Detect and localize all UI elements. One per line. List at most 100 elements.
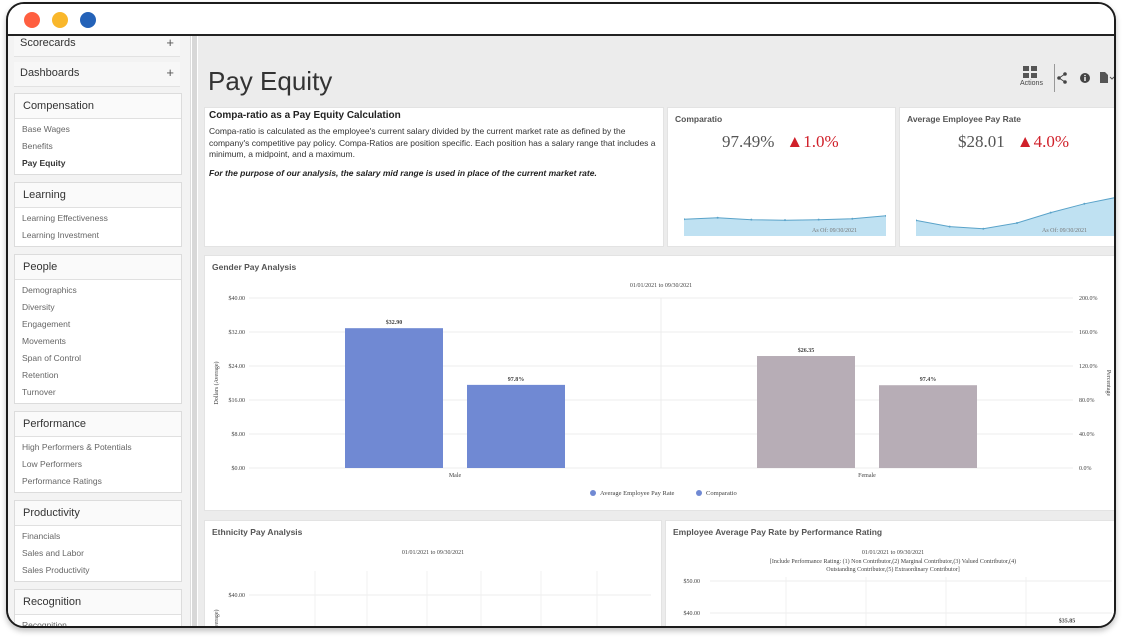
bar-comparatio xyxy=(879,385,977,468)
avg-pay-sparkline xyxy=(916,197,1114,236)
y-tick-label: $40.00 xyxy=(229,592,246,599)
sidebar-section-title: People xyxy=(23,261,58,273)
y2-tick-label: 40.0% xyxy=(1079,432,1095,438)
sidebar-item-performance-ratings[interactable]: Performance Ratings xyxy=(22,476,102,486)
sidebar-item-engagement[interactable]: Engagement xyxy=(22,319,71,329)
bar-pay-rate xyxy=(757,356,855,468)
kpi-title: Average Employee Pay Rate xyxy=(907,114,1022,124)
bar-data-label: $35.85 xyxy=(1059,617,1076,624)
sidebar-item-learning-effectiveness[interactable]: Learning Effectiveness xyxy=(22,213,108,223)
ethnicity-pay-chart: 01/01/2021 to 09/30/2021$30.00$40.00Doll… xyxy=(213,550,651,626)
legend-label: Average Employee Pay Rate xyxy=(600,490,675,497)
sidebar-item-low-performers[interactable]: Low Performers xyxy=(22,459,82,469)
bar-data-label: $26.35 xyxy=(798,347,815,354)
sparkline-point xyxy=(750,218,753,221)
chart-subtitle: 01/01/2021 to 09/30/2021 xyxy=(402,550,464,556)
sidebar-section-header[interactable]: Performance xyxy=(15,412,181,437)
bar-data-label: $32.90 xyxy=(386,319,403,326)
sidebar-section-title: Performance xyxy=(23,418,86,430)
sidebar-item-sales-and-labor[interactable]: Sales and Labor xyxy=(22,548,84,558)
sidebar-item-high-performers-potentials[interactable]: High Performers & Potentials xyxy=(22,442,132,452)
chart-title: Employee Average Pay Rate by Performance… xyxy=(673,527,883,537)
bar-data-label: 97.8% xyxy=(508,377,525,383)
sidebar-item-label: Scorecards xyxy=(20,37,76,49)
y-axis-label: Dollars (Average) xyxy=(213,609,220,626)
sidebar-scrollbar[interactable] xyxy=(192,36,197,626)
y-axis-label: Dollars (Average) xyxy=(213,361,220,404)
sidebar-item-sales-productivity[interactable]: Sales Productivity xyxy=(22,565,90,575)
chart-subtitle: 01/01/2021 to 09/30/2021 xyxy=(630,283,692,289)
intro-card: Compa-ratio as a Pay Equity Calculation … xyxy=(204,107,664,247)
sidebar-section-title: Productivity xyxy=(23,507,80,519)
y-tick-label: $24.00 xyxy=(229,363,246,370)
sparkline-point xyxy=(916,219,917,222)
y2-tick-label: 0.0% xyxy=(1079,466,1092,472)
intro-body: Compa-ratio is calculated as the employe… xyxy=(209,126,656,159)
zoom-window-button[interactable] xyxy=(80,12,96,28)
x-tick-label: Female xyxy=(858,473,876,479)
sidebar-item-movements[interactable]: Movements xyxy=(22,336,66,346)
sidebar-section-header[interactable]: Productivity xyxy=(15,501,181,526)
share-icon[interactable] xyxy=(1056,72,1068,84)
ethnicity-pay-chart-card: Ethnicity Pay Analysis 01/01/2021 to 09/… xyxy=(204,520,662,626)
chart-filter-text: [Include Performance Rating: (1) Non Con… xyxy=(770,558,1016,565)
performance-pay-chart-card: Employee Average Pay Rate by Performance… xyxy=(665,520,1114,626)
chart-subtitle: 01/01/2021 to 09/30/2021 xyxy=(862,550,924,556)
chart-title: Ethnicity Pay Analysis xyxy=(212,527,303,537)
chart-title: Gender Pay Analysis xyxy=(212,262,297,272)
sidebar-item-recognition[interactable]: Recognition xyxy=(22,620,67,626)
y2-tick-label: 80.0% xyxy=(1079,398,1095,404)
sidebar-item-turnover[interactable]: Turnover xyxy=(22,387,56,397)
sidebar-section-header[interactable]: People xyxy=(15,255,181,280)
sidebar-item-base-wages[interactable]: Base Wages xyxy=(22,124,70,134)
kpi-as-of: As Of: 09/30/2021 xyxy=(1042,228,1087,234)
window-titlebar xyxy=(8,4,1114,36)
kpi-title: Comparatio xyxy=(675,114,723,124)
expand-plus-icon[interactable]: + xyxy=(166,36,174,50)
sidebar-item-retention[interactable]: Retention xyxy=(22,370,59,380)
sidebar-section-title: Recognition xyxy=(23,596,82,608)
y2-tick-label: 200.0% xyxy=(1079,296,1098,302)
sidebar-section-header[interactable]: Recognition xyxy=(15,590,181,615)
sparkline-point xyxy=(784,219,786,222)
sidebar: Scorecards + Dashboards + Compensation Base W… xyxy=(8,36,191,626)
expand-plus-icon[interactable]: + xyxy=(166,65,174,80)
y2-tick-label: 160.0% xyxy=(1079,330,1098,336)
sidebar-dashboards-row[interactable]: Dashboards + xyxy=(14,62,180,87)
sidebar-item-label: Dashboards xyxy=(20,67,80,79)
kpi-card-avg-pay[interactable]: Average Employee Pay Rate $28.01 ▲4.0% As… xyxy=(899,107,1114,247)
close-window-button[interactable] xyxy=(24,12,40,28)
kpi-value: 97.49% xyxy=(722,132,775,151)
export-file-icon[interactable] xyxy=(1099,72,1114,83)
sidebar-item-span-of-control[interactable]: Span of Control xyxy=(22,353,82,363)
sparkline-area xyxy=(916,197,1114,236)
sidebar-item-learning-investment[interactable]: Learning Investment xyxy=(22,230,100,240)
sidebar-section-performance: Performance High Performers & Potentials L… xyxy=(14,411,182,493)
sidebar-section-people: People Demographics Diversity Engagement Mov… xyxy=(14,254,182,404)
info-icon[interactable] xyxy=(1080,73,1090,83)
sidebar-item-benefits[interactable]: Benefits xyxy=(22,141,53,151)
sidebar-item-pay-equity[interactable]: Pay Equity xyxy=(22,158,66,168)
page-title: Pay Equity xyxy=(208,66,333,96)
sidebar-item-demographics[interactable]: Demographics xyxy=(22,285,77,295)
sparkline-point xyxy=(1049,211,1052,214)
y-tick-label: $40.00 xyxy=(684,610,701,617)
grid-icon xyxy=(1023,66,1037,78)
gender-pay-chart-card: Gender Pay Analysis 01/01/2021 to 09/30/… xyxy=(204,255,1114,511)
comparatio-sparkline xyxy=(684,214,886,236)
actions-label: Actions xyxy=(1020,80,1043,87)
sidebar-section-header[interactable]: Compensation xyxy=(15,94,181,119)
sidebar-scorecards-row[interactable]: Scorecards + xyxy=(14,36,180,57)
kpi-card-comparatio[interactable]: Comparatio 97.49% ▲1.0% As Of: 09/30/2021 xyxy=(667,107,896,247)
chart-filter-text: Outstanding Contributor,(5) Extraordinar… xyxy=(826,566,959,573)
y2-tick-label: 120.0% xyxy=(1079,364,1098,370)
y-tick-label: $16.00 xyxy=(229,397,246,404)
kpi-value-group: 97.49% ▲1.0% xyxy=(722,132,839,152)
sidebar-section-header[interactable]: Learning xyxy=(15,183,181,208)
sidebar-item-diversity[interactable]: Diversity xyxy=(22,302,55,312)
sidebar-item-financials[interactable]: Financials xyxy=(22,531,61,541)
sparkline-point xyxy=(684,218,685,221)
sparkline-point xyxy=(885,214,886,217)
minimize-window-button[interactable] xyxy=(52,12,68,28)
bar-data-label: 97.4% xyxy=(920,377,937,383)
